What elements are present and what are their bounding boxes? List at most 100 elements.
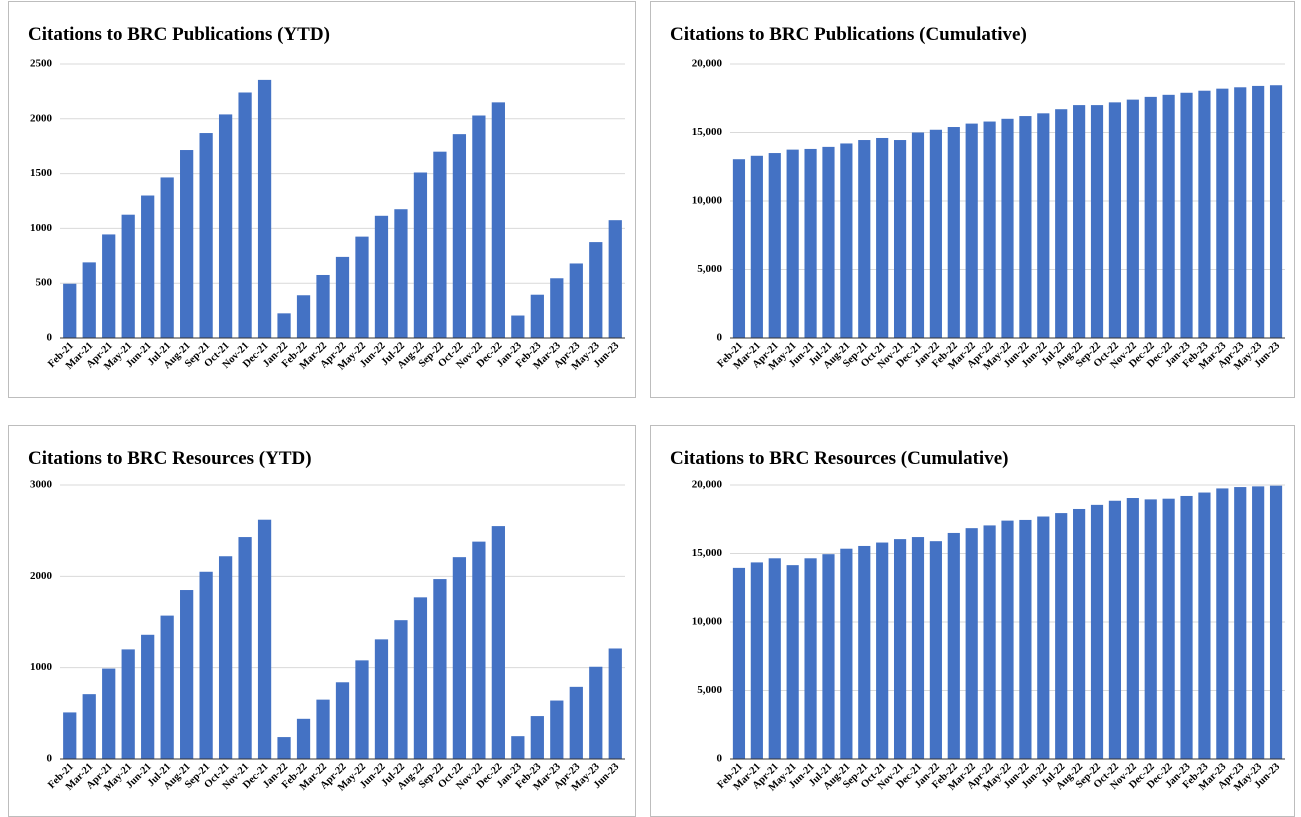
bar <box>433 579 447 759</box>
bar <box>1055 109 1068 339</box>
bar <box>1144 499 1157 759</box>
bar <box>876 137 889 338</box>
bar <box>1269 485 1283 759</box>
bar <box>608 648 622 759</box>
bar <box>433 151 447 338</box>
bar <box>1234 487 1247 759</box>
bar <box>1198 492 1211 759</box>
bar <box>768 153 781 338</box>
bar <box>277 313 291 338</box>
bar <box>732 159 746 338</box>
bar <box>141 634 155 759</box>
bar <box>1180 92 1193 339</box>
bar <box>1216 88 1229 338</box>
bar <box>1162 94 1175 338</box>
chart-panel: Citations to BRC Publications (Cumulativ… <box>650 1 1295 398</box>
y-tick-label: 15,000 <box>692 126 723 138</box>
bar <box>1073 508 1086 759</box>
bar <box>374 215 389 338</box>
bar <box>983 525 996 759</box>
bar <box>199 133 213 338</box>
bar <box>374 639 389 759</box>
bar <box>180 150 194 338</box>
bar <box>180 590 194 759</box>
y-tick-label: 20,000 <box>692 58 723 70</box>
bar <box>840 143 853 338</box>
bar <box>452 557 467 759</box>
bar <box>965 123 978 338</box>
bar <box>1252 85 1265 338</box>
bar <box>121 649 135 759</box>
bar <box>768 558 781 759</box>
bar <box>893 539 907 759</box>
bar <box>394 209 408 338</box>
chart-title: Citations to BRC Publications (Cumulativ… <box>670 24 1027 45</box>
bar <box>822 554 835 759</box>
bar <box>858 545 871 759</box>
bar <box>804 148 817 338</box>
y-tick-label: 10,000 <box>692 195 723 207</box>
bar <box>335 682 350 759</box>
y-tick-label: 0 <box>47 332 53 344</box>
bar <box>786 565 799 759</box>
bar <box>491 102 505 338</box>
bar <box>82 694 96 759</box>
bar <box>1019 519 1032 759</box>
bar <box>511 315 525 338</box>
bar <box>929 541 942 759</box>
bar <box>1252 486 1265 759</box>
bar <box>530 716 544 759</box>
y-tick-label: 1500 <box>30 167 53 179</box>
bar <box>1126 99 1139 339</box>
bar <box>413 172 428 338</box>
bar <box>394 620 408 759</box>
y-tick-label: 5,000 <box>697 263 722 275</box>
bar <box>550 278 564 338</box>
bar <box>102 668 116 759</box>
bar <box>238 92 252 338</box>
bar <box>316 699 330 759</box>
bar <box>277 737 291 759</box>
bar <box>472 541 486 759</box>
y-tick-label: 15,000 <box>692 547 723 559</box>
y-tick-label: 5,000 <box>697 684 722 696</box>
bar <box>1216 488 1229 759</box>
bar <box>750 562 763 759</box>
y-tick-label: 2000 <box>30 570 53 582</box>
chart-title: Citations to BRC Resources (YTD) <box>28 448 312 469</box>
bar <box>257 519 272 759</box>
bar <box>160 615 174 759</box>
y-tick-label: 3000 <box>30 479 53 491</box>
bar <box>335 256 350 338</box>
bar <box>1090 504 1104 759</box>
bar <box>893 140 907 338</box>
bar <box>296 718 311 759</box>
bar <box>1073 105 1086 338</box>
bar <box>858 140 871 338</box>
bar <box>1108 500 1122 759</box>
bar <box>316 274 330 338</box>
bar <box>491 526 505 759</box>
bar <box>1037 113 1050 338</box>
bar <box>63 712 77 759</box>
bar <box>257 79 272 338</box>
chart-title: Citations to BRC Resources (Cumulative) <box>670 448 1008 469</box>
bar <box>1055 513 1068 759</box>
bar <box>63 283 77 338</box>
bar <box>804 558 817 759</box>
bar <box>218 556 233 759</box>
bar <box>1001 520 1014 759</box>
bar <box>929 129 942 338</box>
y-tick-label: 1000 <box>30 661 53 673</box>
bar <box>550 700 564 759</box>
bar <box>983 121 996 338</box>
bar <box>472 115 486 339</box>
y-tick-label: 2000 <box>30 112 53 124</box>
bar <box>569 686 583 759</box>
chart-title: Citations to BRC Publications (YTD) <box>28 24 330 45</box>
bar <box>1037 516 1050 759</box>
bar <box>1144 96 1157 338</box>
bar <box>355 660 369 759</box>
bar <box>511 736 525 759</box>
